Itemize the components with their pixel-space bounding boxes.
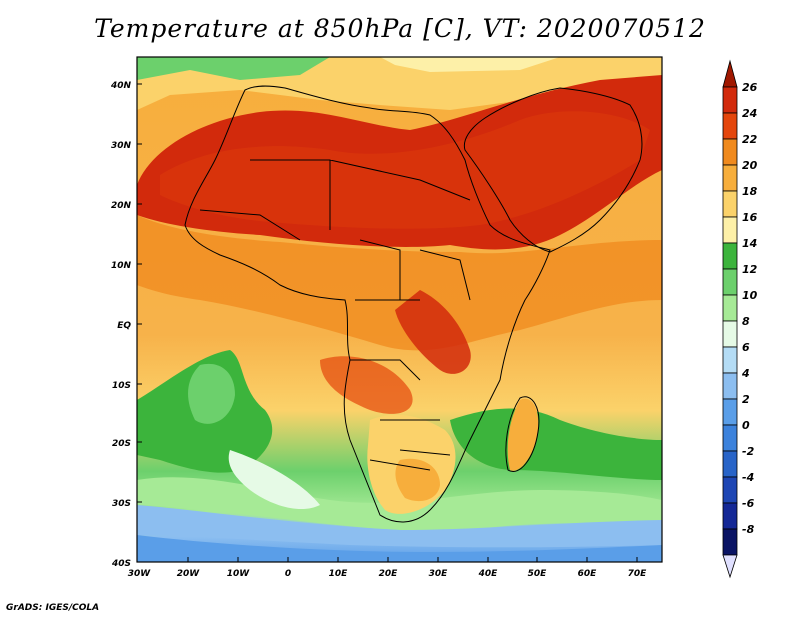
- colorbar-swatch: [722, 346, 738, 374]
- colorbar-swatch: [722, 190, 738, 218]
- lon-label: 50E: [528, 569, 548, 579]
- colorbar-swatch: [722, 86, 738, 114]
- colorbar-label: 16: [742, 211, 758, 224]
- colorbar-label: 6: [742, 341, 750, 354]
- colorbar-swatch: [722, 424, 738, 452]
- lat-label: 40N: [110, 81, 132, 91]
- colorbar-swatch: [722, 502, 738, 530]
- lat-label: 20S: [112, 439, 131, 449]
- lon-label: 70E: [628, 569, 648, 579]
- colorbar-bottom-arrow: [722, 554, 738, 579]
- lat-label: 10N: [111, 261, 132, 271]
- colorbar-label: 20: [742, 159, 758, 172]
- latitude-axis: 40N 30N 20N 10N EQ 10S 20S 30S 40S: [110, 81, 132, 569]
- colorbar-label: -2: [742, 445, 755, 458]
- lat-label: 30S: [112, 499, 131, 509]
- colorbar-swatch: [722, 294, 738, 322]
- map-title: Temperature at 850hPa [C], VT: 202007051…: [94, 14, 706, 43]
- lat-label: 20N: [111, 201, 132, 211]
- lat-label: 30N: [111, 141, 132, 151]
- lon-label: 40E: [478, 569, 499, 579]
- colorbar-label: 18: [742, 185, 758, 198]
- colorbar: [722, 59, 738, 579]
- colorbar-swatch: [722, 398, 738, 426]
- colorbar-label: 14: [742, 237, 757, 250]
- lon-label: 20W: [177, 569, 201, 579]
- lon-label: 10W: [227, 569, 251, 579]
- colorbar-swatch: [722, 242, 738, 270]
- colorbar-swatch: [722, 320, 738, 348]
- lon-label: 10E: [329, 569, 349, 579]
- latitude-ticks: [137, 83, 142, 503]
- colorbar-swatch: [722, 164, 738, 192]
- colorbar-label: 8: [742, 315, 750, 328]
- colorbar-label: 12: [742, 263, 758, 276]
- longitude-axis: 30W 20W 10W 0 10E 20E 30E 40E 50E 60E 70…: [128, 569, 647, 579]
- colorbar-label: 26: [742, 81, 758, 94]
- lon-label: 30E: [429, 569, 449, 579]
- colorbar-label: 22: [742, 133, 758, 146]
- colorbar-label: -8: [742, 523, 755, 536]
- coastlines: [184, 85, 643, 523]
- colorbar-label: 0: [742, 419, 750, 432]
- colorbar-swatch: [722, 528, 738, 556]
- colorbar-top-arrow: [722, 59, 738, 88]
- colorbar-label: 4: [741, 367, 750, 380]
- longitude-ticks: [187, 557, 638, 562]
- colorbar-label: 10: [742, 289, 758, 302]
- lon-label: 0: [285, 569, 291, 579]
- colorbar-label: -6: [742, 497, 755, 510]
- colorbar-swatch: [722, 372, 738, 400]
- lat-label: 40S: [111, 559, 131, 569]
- colorbar-label: -4: [742, 471, 754, 484]
- sahara-hot-core: [137, 75, 662, 250]
- map-field: [137, 57, 662, 562]
- colorbar-swatch: [722, 450, 738, 478]
- lon-label: 20E: [379, 569, 399, 579]
- grads-credit: GrADS: IGES/COLA: [6, 603, 100, 613]
- colorbar-swatch: [722, 268, 738, 296]
- lon-label: 30W: [128, 569, 152, 579]
- map-frame: [136, 56, 663, 563]
- colorbar-swatch: [722, 138, 738, 166]
- madagascar: [507, 398, 539, 471]
- lat-label: EQ: [117, 321, 131, 331]
- lat-label: 10S: [112, 381, 131, 391]
- lon-label: 60E: [578, 569, 598, 579]
- colorbar-label: 24: [742, 107, 757, 120]
- colorbar-swatch: [722, 476, 738, 504]
- colorbar-swatch: [722, 216, 738, 244]
- colorbar-label: 2: [742, 393, 750, 406]
- colorbar-swatch: [722, 112, 738, 140]
- colorbar-labels: 26 24 22 20 18 16 14 12 10 8 6 4 2 0 -2 …: [741, 81, 758, 536]
